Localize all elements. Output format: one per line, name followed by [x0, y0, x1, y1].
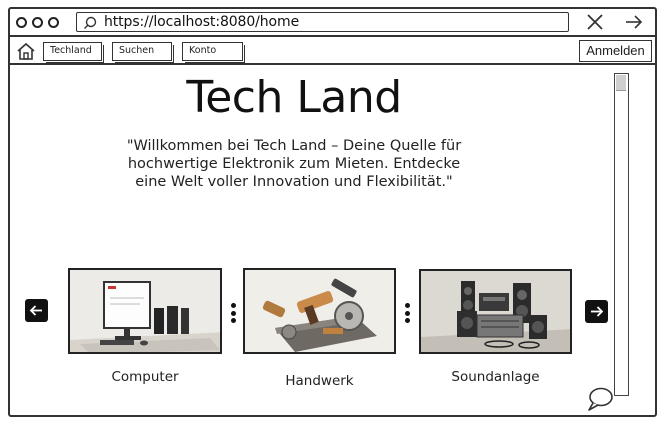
browser-window: https://localhost:8080/home Techland Suc…	[8, 7, 657, 417]
forward-arrow-icon[interactable]	[624, 14, 644, 30]
site-navbar: Techland Suchen Konto Anmelden	[10, 39, 655, 65]
tools-image	[245, 270, 394, 352]
category-label-computer[interactable]: Computer	[111, 369, 179, 385]
address-bar[interactable]: https://localhost:8080/home	[76, 12, 569, 32]
arrow-right-icon	[591, 306, 604, 317]
nav-konto-button[interactable]: Konto	[182, 42, 245, 63]
category-image-computer[interactable]	[68, 268, 222, 354]
sound-system-image	[421, 271, 570, 352]
close-icon[interactable]	[586, 13, 604, 31]
chat-icon[interactable]	[586, 386, 614, 412]
nav-techland-button[interactable]: Techland	[43, 42, 104, 63]
nav-suchen-button[interactable]: Suchen	[112, 42, 174, 63]
carousel-separator-dots	[231, 303, 236, 326]
carousel-separator-dots	[405, 303, 410, 326]
computer-image	[70, 270, 220, 352]
carousel-prev-button[interactable]	[25, 299, 48, 322]
arrow-left-icon	[29, 305, 42, 316]
browser-titlebar: https://localhost:8080/home	[10, 9, 655, 37]
window-close-dot[interactable]	[16, 17, 27, 28]
address-url[interactable]: https://localhost:8080/home	[104, 14, 300, 30]
window-minimize-dot[interactable]	[32, 17, 43, 28]
scrollbar[interactable]	[614, 73, 629, 396]
login-button[interactable]: Anmelden	[579, 40, 652, 62]
category-image-handwerk[interactable]	[243, 268, 396, 354]
category-label-handwerk[interactable]: Handwerk	[285, 373, 354, 389]
window-maximize-dot[interactable]	[48, 17, 59, 28]
carousel-next-button[interactable]	[585, 300, 608, 323]
home-icon[interactable]	[16, 42, 36, 61]
category-image-soundanlage[interactable]	[419, 269, 572, 354]
welcome-tagline: "Willkommen bei Tech Land – Deine Quelle…	[126, 138, 462, 190]
category-label-soundanlage[interactable]: Soundanlage	[451, 369, 540, 385]
search-icon	[84, 16, 97, 29]
page-title: Tech Land	[186, 72, 402, 123]
scrollbar-thumb[interactable]	[616, 75, 626, 91]
